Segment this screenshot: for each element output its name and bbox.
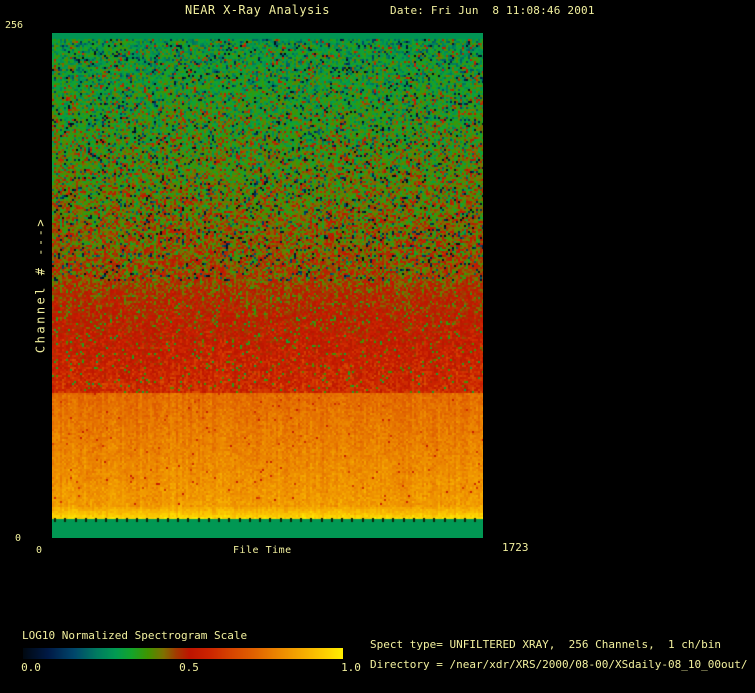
- page-title: NEAR X-Ray Analysis: [185, 3, 330, 17]
- y-axis-min-label: 0: [15, 533, 22, 544]
- directory-text: Directory = /near/xdr/XRS/2000/08-00/XSd…: [370, 658, 748, 671]
- colorbar-title: LOG10 Normalized Spectrogram Scale: [22, 629, 248, 642]
- spectrogram-heatmap: [52, 33, 483, 538]
- spect-type-text: Spect type= UNFILTERED XRAY, 256 Channel…: [370, 638, 721, 651]
- x-axis-min-label: 0: [36, 545, 43, 556]
- x-axis-title: File Time: [233, 545, 292, 556]
- y-axis-max-label: 256: [5, 20, 24, 31]
- date-label: Date: Fri Jun 8 11:08:46 2001: [390, 4, 595, 17]
- colorbar-tick-0.5: 0.5: [179, 661, 199, 674]
- colorbar-gradient: [23, 648, 343, 659]
- y-axis-title: Channel # --->: [33, 216, 48, 354]
- colorbar-tick-0.0: 0.0: [21, 661, 41, 674]
- x-axis-max-label: 1723: [502, 541, 529, 554]
- colorbar-tick-1.0: 1.0: [341, 661, 361, 674]
